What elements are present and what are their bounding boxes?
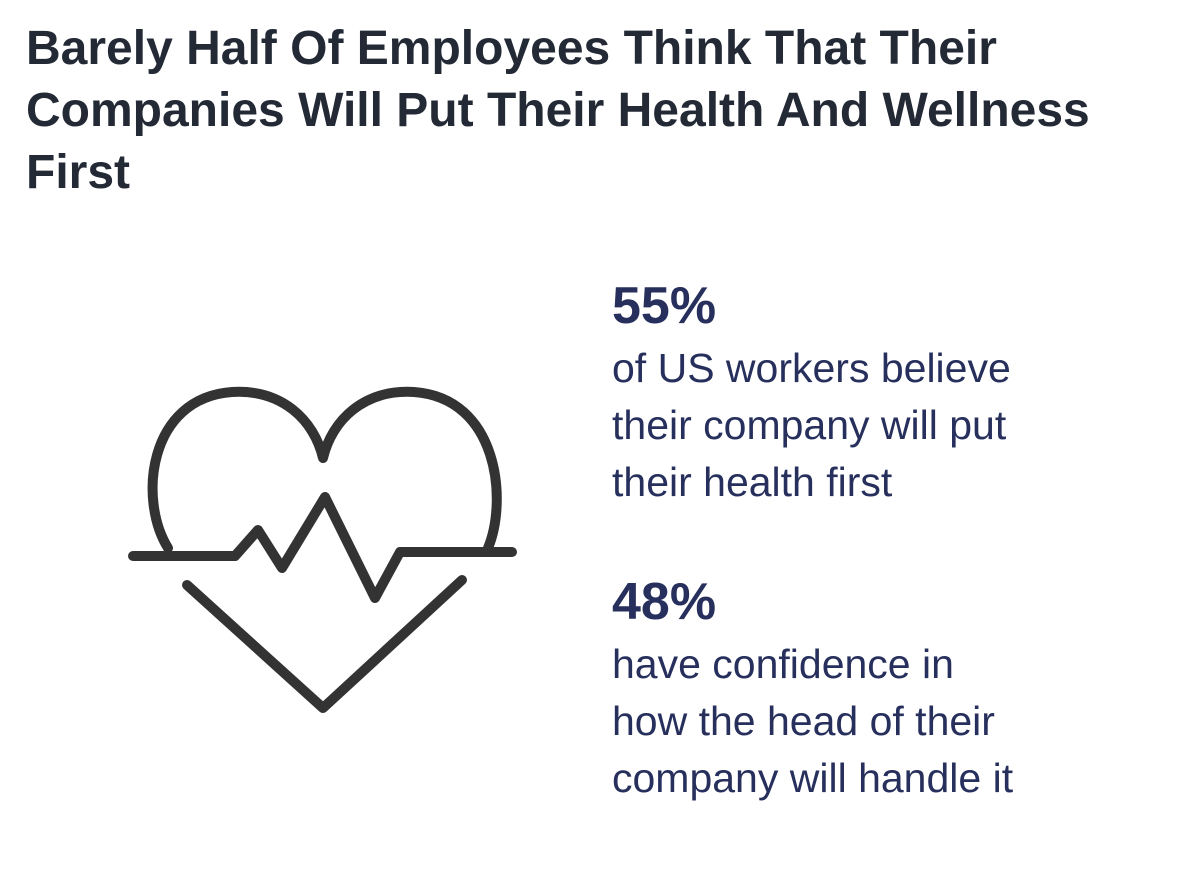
heart-bottom xyxy=(182,575,467,713)
stat-description: how the head of their xyxy=(612,698,995,744)
stat-description: their company will put xyxy=(612,402,1007,448)
stat-description: their health first xyxy=(612,459,893,505)
stat-block: 48% have confidence in how the head of the… xyxy=(612,572,1013,807)
heart-icon xyxy=(128,386,517,713)
title: Barely Half Of Employees Think That Thei… xyxy=(26,22,1090,199)
stat-block: 55% of US workers believe their company wi… xyxy=(612,276,1011,511)
stat-value: 48% xyxy=(612,573,717,631)
heart-top xyxy=(147,386,502,553)
stat-description: company will handle it xyxy=(612,755,1014,801)
pulse-line xyxy=(128,492,517,603)
stat-description: have confidence in xyxy=(612,641,954,687)
stat-value: 55% xyxy=(612,277,717,335)
stat-description: of US workers believe xyxy=(612,345,1011,391)
